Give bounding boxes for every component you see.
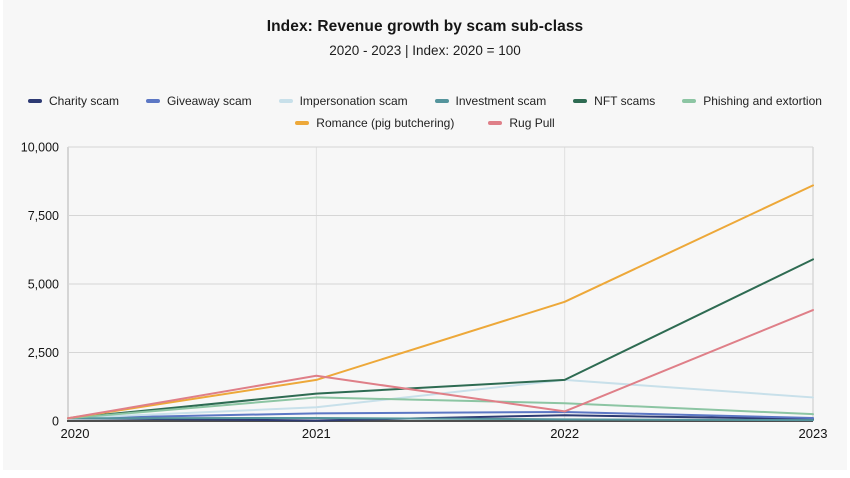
y-tick-label: 10,000 (21, 141, 59, 155)
series-line-phishing-and-extortion (67, 396, 814, 420)
series-line-giveaway-scam (67, 410, 814, 420)
chart-title: Index: Revenue growth by scam sub-class (266, 18, 584, 35)
legend-row-1: Charity scam Giveaway scam Impersonation s… (0, 94, 850, 108)
x-tick-label-2022: 2022 (550, 426, 579, 441)
x-tick-label-2020: 2020 (61, 426, 90, 441)
legend-swatch-investment-scam (434, 99, 449, 103)
chart-subtitle: 2020 - 2023 | Index: 2020 = 100 (329, 43, 521, 58)
legend-item-investment-scam: Investment scam (434, 94, 547, 108)
legend-swatch-phishing-and-extortion (682, 99, 697, 103)
legend-label: NFT scams (594, 94, 656, 108)
legend-label: Rug Pull (509, 116, 555, 130)
y-tick-label: 7,500 (28, 209, 59, 223)
legend-item-rug-pull: Rug Pull (488, 116, 555, 130)
y-tick-label: 2,500 (28, 346, 59, 360)
series-line-nft-scams (67, 258, 814, 420)
y-tick-label: 5,000 (28, 278, 59, 292)
legend-item-charity-scam: Charity scam (28, 94, 119, 108)
legend-label: Investment scam (455, 94, 547, 108)
series-line-romance-pig-butchering (67, 184, 814, 420)
series-line-rug-pull (67, 309, 814, 420)
x-tick-label-2023: 2023 (799, 426, 828, 441)
legend-label: Phishing and extortion (703, 94, 822, 108)
legend-label: Charity scam (49, 94, 120, 108)
legend-item-phishing-and-extortion: Phishing and extortion (682, 94, 822, 108)
legend-swatch-nft-scams (573, 99, 588, 103)
legend-swatch-rug-pull (488, 121, 503, 125)
legend-label: Giveaway scam (166, 94, 252, 108)
legend-row-2: Romance (pig butchering) Rug Pull (0, 116, 850, 130)
legend-item-nft-scams: NFT scams (573, 94, 655, 108)
legend-swatch-charity-scam (28, 99, 42, 103)
x-tick-label-2021: 2021 (302, 426, 331, 441)
series-line-investment-scam (67, 416, 814, 422)
legend-label: Impersonation scam (299, 94, 408, 108)
legend-swatch-giveaway-scam (145, 99, 160, 103)
legend-swatch-romance-pig-butchering (295, 121, 310, 125)
legend-label: Romance (pig butchering) (316, 116, 455, 130)
legend-swatch-impersonation-scam (278, 99, 293, 103)
chart-header: Index: Revenue growth by scam sub-class … (0, 18, 850, 58)
y-tick-label: 0 (52, 415, 59, 429)
legend-item-giveaway-scam: Giveaway scam (145, 94, 252, 108)
legend-item-romance-pig-butchering: Romance (pig butchering) (295, 116, 454, 130)
legend-item-impersonation-scam: Impersonation scam (278, 94, 408, 108)
chart-legend: Charity scam Giveaway scam Impersonation s… (0, 94, 850, 130)
